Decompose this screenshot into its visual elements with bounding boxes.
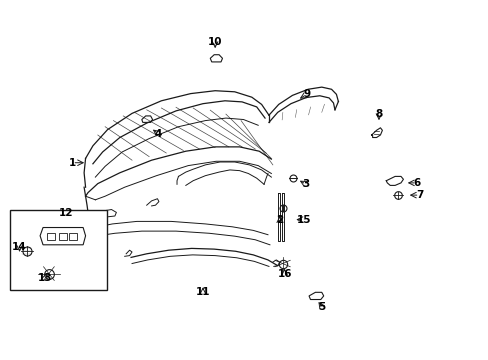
Text: 3: 3 <box>302 179 309 189</box>
Text: 6: 6 <box>412 178 419 188</box>
Bar <box>59 233 66 240</box>
Text: 16: 16 <box>277 269 291 279</box>
Text: 5: 5 <box>318 302 325 312</box>
Text: 14: 14 <box>12 242 27 252</box>
Text: 2: 2 <box>276 215 283 225</box>
Text: 1: 1 <box>69 158 76 168</box>
Text: 13: 13 <box>38 273 52 283</box>
Bar <box>10 210 106 290</box>
Bar <box>69 233 77 240</box>
Text: 10: 10 <box>207 37 222 48</box>
Text: 4: 4 <box>154 129 162 139</box>
Bar <box>47 233 55 240</box>
Text: 9: 9 <box>303 89 310 99</box>
Text: 8: 8 <box>375 109 382 120</box>
Text: 12: 12 <box>59 208 73 218</box>
Text: 11: 11 <box>195 287 210 297</box>
Text: 7: 7 <box>415 190 423 200</box>
Text: 15: 15 <box>296 215 311 225</box>
